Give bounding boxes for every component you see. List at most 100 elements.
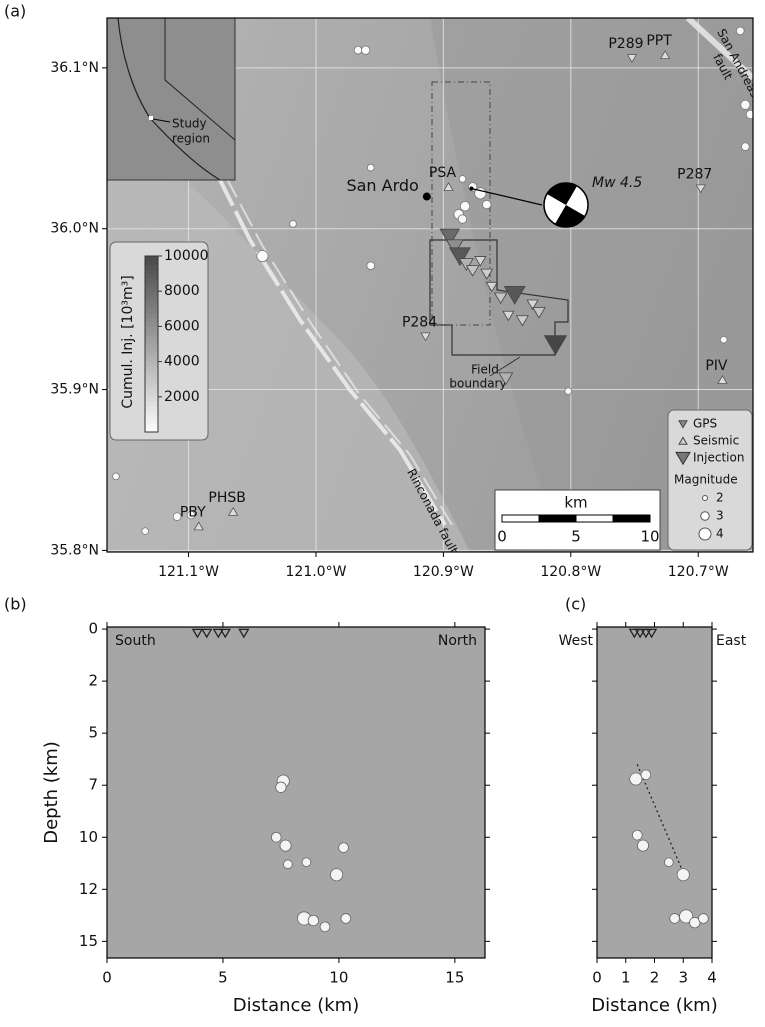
earthquake — [482, 199, 492, 210]
town — [422, 192, 431, 201]
earthquake — [719, 335, 728, 344]
injection-well — [480, 268, 494, 280]
study-box — [431, 81, 491, 326]
colorbar-step — [145, 357, 158, 363]
colorbar-tick-label: 10000 — [164, 248, 209, 264]
colorbar-step — [145, 410, 158, 415]
colorbar-tick-label: 4000 — [164, 354, 200, 370]
y-tick-label: 36.1°N — [50, 60, 99, 76]
colorbar-step — [145, 282, 158, 288]
legend-magnitude — [698, 527, 712, 541]
event — [283, 859, 293, 870]
y-tick-label: 36.0°N — [50, 221, 99, 237]
station-label: P284 — [402, 314, 437, 330]
y-tick-label: 7 — [88, 776, 98, 794]
station — [227, 506, 239, 516]
colorbar-step — [145, 405, 158, 411]
injection-well — [485, 281, 498, 293]
event — [640, 769, 652, 781]
field-label: boundary — [449, 377, 506, 391]
event — [319, 921, 331, 933]
legend-label: Injection — [693, 451, 744, 465]
colorbar-step — [145, 291, 158, 297]
colorbar-step — [145, 423, 158, 429]
injection-well — [458, 258, 474, 271]
event — [669, 913, 680, 924]
side-label: West — [559, 633, 594, 649]
injection-well — [634, 628, 646, 639]
colorbar-step — [145, 401, 158, 407]
legend-label: Magnitude — [674, 473, 738, 487]
y-tick-label: 10 — [79, 828, 98, 846]
earthquake — [366, 261, 376, 270]
event — [698, 913, 709, 924]
injection-well — [465, 265, 480, 277]
injection-well — [640, 628, 652, 639]
legend-injection — [675, 451, 691, 466]
injection-well — [532, 307, 546, 319]
x-tick-label: 3 — [678, 969, 688, 987]
station — [443, 182, 454, 191]
event — [689, 916, 701, 929]
station — [193, 521, 204, 531]
legend-magnitude — [700, 511, 710, 521]
scalebar-segment — [575, 514, 614, 523]
y-tick-label: 5 — [88, 724, 98, 742]
x-tick-label: 1 — [621, 969, 631, 987]
x-tick-label: 120.9°W — [413, 564, 474, 580]
earthquake — [256, 249, 269, 263]
scalebar-segment — [612, 514, 651, 523]
colorbar-step — [145, 339, 158, 345]
colorbar-step — [145, 313, 158, 319]
station-label: P289 — [608, 36, 643, 52]
event — [676, 868, 690, 882]
x-tick-label: 15 — [445, 969, 464, 987]
colorbar-box — [109, 241, 209, 441]
scalebar-label: km — [564, 494, 587, 512]
event — [338, 842, 349, 853]
colorbar-step — [145, 304, 158, 310]
colorbar-step — [145, 286, 158, 292]
colorbar-tick-label: 8000 — [164, 283, 200, 299]
panel-label: (c) — [565, 595, 586, 614]
colorbar-step — [145, 344, 158, 349]
station-label: PSA — [429, 165, 457, 181]
event — [330, 868, 344, 882]
inset — [107, 18, 236, 181]
y-tick-label: 35.8°N — [50, 542, 99, 558]
scalebar-tick-label: 5 — [571, 528, 581, 546]
earthquake — [172, 512, 182, 521]
station — [659, 50, 671, 59]
x-tick-label: 4 — [707, 969, 717, 987]
colorbar-step — [145, 295, 158, 301]
event — [637, 839, 650, 852]
section-background — [107, 627, 485, 958]
event — [340, 913, 352, 924]
colorbar-step — [145, 396, 158, 402]
x-tick-label: 121.1°W — [158, 564, 219, 580]
colorbar-step — [145, 269, 158, 275]
y-tick-label: 12 — [79, 880, 98, 898]
injection-well — [445, 239, 464, 255]
x-axis-label: Distance (km) — [233, 995, 359, 1016]
colorbar-step — [145, 427, 158, 433]
station — [695, 184, 706, 194]
scalebar-segment — [538, 514, 577, 523]
y-axis-label: Depth (km) — [41, 741, 62, 844]
x-tick-label: 120.7°W — [668, 564, 729, 580]
panel-label: (b) — [4, 595, 27, 614]
colorbar-step — [145, 414, 158, 420]
x-tick-label: 10 — [329, 969, 348, 987]
station-label: PHSB — [208, 490, 245, 506]
event — [631, 829, 643, 841]
colorbar-step — [145, 300, 158, 305]
legend-label: Seismic — [693, 434, 739, 448]
study-dot — [149, 116, 153, 120]
field-boundary — [429, 239, 569, 356]
earthquake — [745, 109, 753, 120]
colorbar-step — [145, 379, 158, 385]
beachball-q — [547, 183, 577, 205]
colorbar-step — [145, 317, 158, 323]
earthquake — [458, 175, 467, 183]
injection-well — [439, 228, 461, 247]
